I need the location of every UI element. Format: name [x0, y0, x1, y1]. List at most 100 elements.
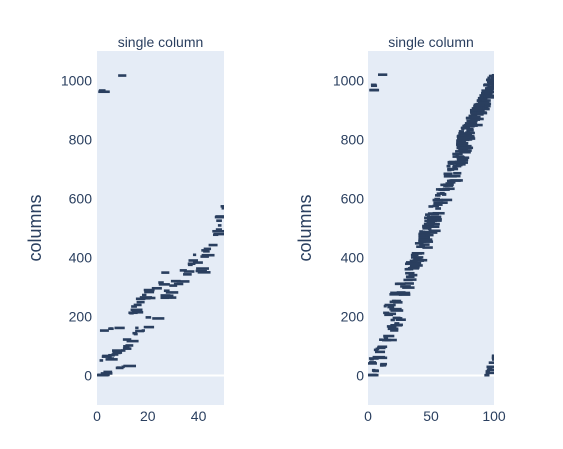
- data-mark: [436, 192, 444, 195]
- data-mark: [460, 149, 472, 152]
- data-mark: [449, 174, 461, 178]
- data-mark: [426, 225, 440, 228]
- y-tick-label: 600: [341, 191, 365, 207]
- data-mark: [135, 297, 146, 301]
- data-mark: [163, 296, 177, 299]
- data-mark: [215, 228, 222, 231]
- y-tick-label: 200: [341, 309, 365, 325]
- data-mark: [212, 229, 224, 233]
- data-mark: [404, 267, 411, 271]
- data-mark: [163, 289, 170, 293]
- data-mark: [438, 188, 450, 191]
- data-mark: [145, 316, 152, 319]
- data-mark: [173, 282, 184, 286]
- data-mark: [402, 286, 415, 289]
- data-mark: [455, 154, 459, 157]
- data-mark: [447, 168, 452, 172]
- y-tick-label: 1000: [333, 73, 364, 89]
- data-mark: [481, 89, 494, 92]
- data-mark: [158, 283, 170, 286]
- data-mark: [380, 346, 386, 350]
- data-mark: [179, 269, 187, 272]
- data-mark: [490, 86, 494, 90]
- data-mark: [410, 256, 424, 259]
- data-mark: [473, 113, 484, 116]
- data-mark: [475, 105, 481, 108]
- data-mark: [390, 291, 399, 295]
- data-mark: [378, 73, 388, 76]
- data-mark: [455, 150, 461, 153]
- y-tick-label: 0: [84, 368, 92, 384]
- data-mark: [405, 271, 415, 275]
- data-mark: [382, 338, 392, 342]
- data-mark: [483, 94, 488, 98]
- data-mark: [196, 267, 209, 270]
- x-tick-label: 100: [482, 408, 506, 424]
- data-mark: [418, 232, 426, 236]
- data-mark: [183, 270, 195, 273]
- data-mark: [479, 104, 491, 108]
- data-mark: [489, 74, 494, 78]
- data-mark: [458, 142, 469, 145]
- data-mark: [141, 296, 151, 300]
- data-mark: [476, 109, 485, 113]
- data-mark: [123, 364, 137, 368]
- data-mark: [485, 94, 494, 98]
- data-mark: [435, 207, 442, 210]
- data-mark: [454, 160, 466, 164]
- data-mark: [423, 233, 434, 237]
- data-mark: [116, 366, 121, 369]
- data-mark: [470, 111, 478, 115]
- x-tick-label: 20: [140, 408, 156, 424]
- marks-right: [368, 73, 494, 377]
- y-tick-label: 400: [341, 250, 365, 266]
- data-mark: [492, 73, 494, 77]
- data-mark: [114, 326, 125, 330]
- x-ticks-right: 0 50 100: [364, 408, 506, 424]
- data-mark: [422, 227, 430, 230]
- data-mark: [492, 81, 494, 84]
- data-mark: [470, 116, 481, 120]
- x-tick-label: 40: [191, 408, 207, 424]
- data-mark: [131, 310, 144, 314]
- data-mark: [131, 305, 137, 308]
- x-tick-label: 0: [364, 408, 372, 424]
- data-mark: [151, 286, 162, 290]
- y-axis-label-right: columns: [295, 194, 315, 261]
- data-mark: [477, 99, 481, 102]
- data-mark: [220, 205, 224, 208]
- data-mark: [100, 372, 113, 375]
- data-mark: [425, 213, 430, 216]
- plot-area-left: [97, 51, 224, 405]
- data-mark: [368, 373, 377, 377]
- data-mark: [101, 355, 112, 358]
- data-mark: [217, 224, 222, 227]
- data-mark: [111, 353, 119, 356]
- data-mark: [447, 167, 459, 171]
- data-mark: [466, 129, 474, 132]
- data-mark: [487, 366, 493, 370]
- data-mark: [396, 282, 406, 286]
- data-mark: [368, 362, 377, 365]
- data-mark: [99, 89, 106, 93]
- data-mark: [408, 273, 418, 277]
- data-mark: [423, 240, 434, 243]
- data-mark: [390, 318, 395, 322]
- data-mark: [427, 217, 436, 221]
- data-mark: [395, 318, 406, 321]
- data-mark: [450, 162, 459, 165]
- data-mark: [393, 323, 403, 327]
- data-mark: [468, 114, 473, 118]
- data-mark: [389, 300, 395, 304]
- data-mark: [422, 225, 428, 228]
- data-mark: [374, 356, 388, 360]
- data-mark: [112, 351, 123, 354]
- data-mark: [141, 329, 145, 332]
- data-mark: [410, 253, 419, 257]
- data-mark: [457, 137, 468, 140]
- data-mark: [469, 108, 478, 112]
- data-mark: [443, 172, 453, 176]
- data-mark: [426, 221, 436, 224]
- data-mark: [217, 215, 224, 219]
- y-tick-label: 800: [69, 132, 93, 148]
